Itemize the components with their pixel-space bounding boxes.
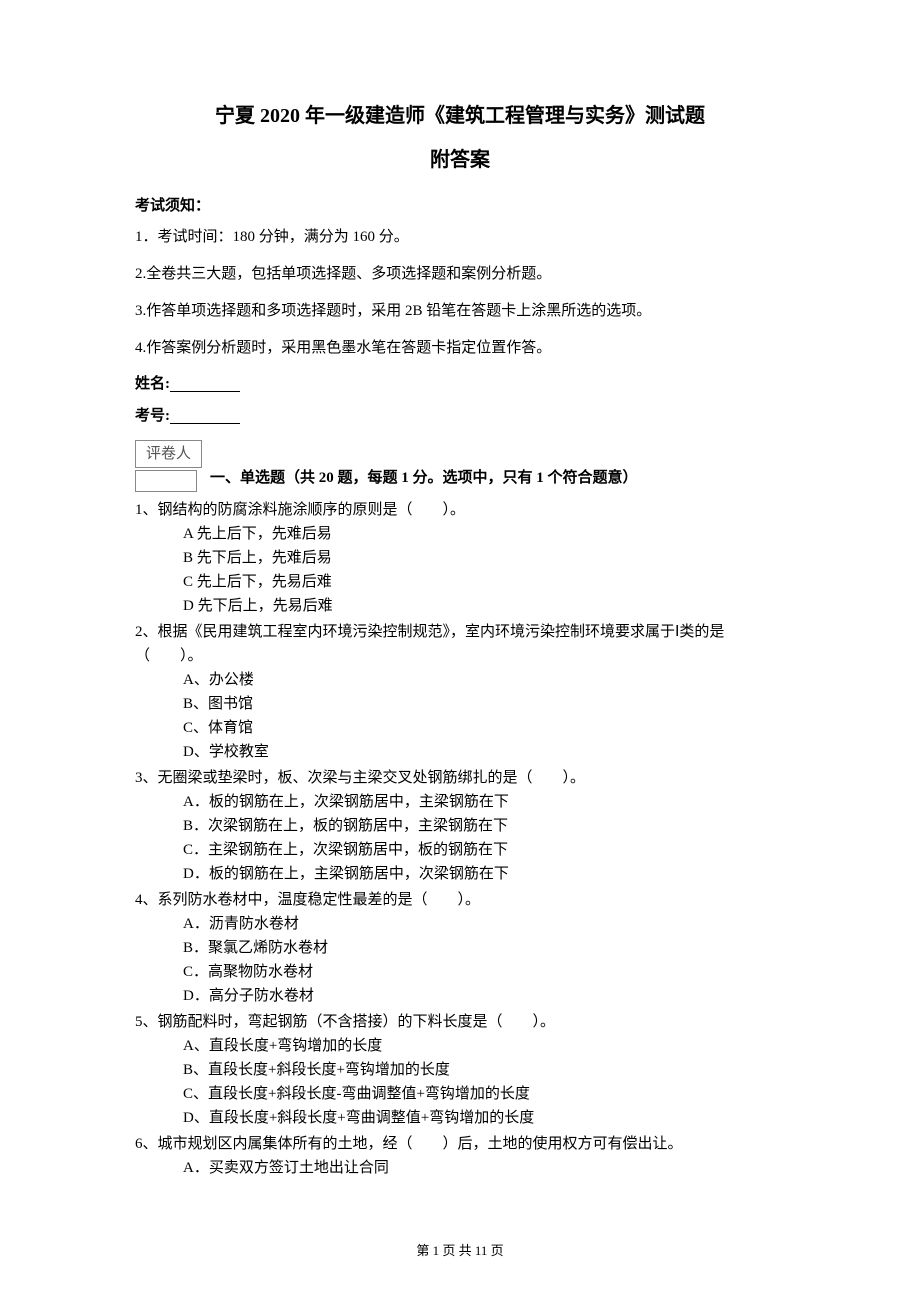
question-5: 5、钢筋配料时，弯起钢筋（不含搭接）的下料长度是（ ）。 A、直段长度+弯钩增加… xyxy=(135,1010,785,1130)
option: C．主梁钢筋在上，次梁钢筋居中，板的钢筋在下 xyxy=(183,838,785,862)
option: C、直段长度+斜段长度-弯曲调整值+弯钩增加的长度 xyxy=(183,1082,785,1106)
question-stem: 4、系列防水卷材中，温度稳定性最差的是（ ）。 xyxy=(135,888,785,912)
options: A、直段长度+弯钩增加的长度 B、直段长度+斜段长度+弯钩增加的长度 C、直段长… xyxy=(135,1034,785,1130)
options: A．板的钢筋在上，次梁钢筋居中，主梁钢筋在下 B．次梁钢筋在上，板的钢筋居中，主… xyxy=(135,790,785,886)
number-label: 考号: xyxy=(135,408,170,424)
section-row: 评卷人 一、单选题（共 20 题，每题 1 分。选项中，只有 1 个符合题意） xyxy=(135,436,785,492)
grader-label-box: 评卷人 xyxy=(135,440,202,468)
option: D．高分子防水卷材 xyxy=(183,984,785,1008)
question-stem-line1: 2、根据《民用建筑工程室内环境污染控制规范》，室内环境污染控制环境要求属于Ⅰ类的… xyxy=(135,620,785,644)
page-footer: 第 1 页 共 11 页 xyxy=(0,1241,920,1262)
option: C、体育馆 xyxy=(183,716,785,740)
title-sub: 附答案 xyxy=(135,144,785,176)
grader-block: 评卷人 xyxy=(135,436,202,492)
option: A、直段长度+弯钩增加的长度 xyxy=(183,1034,785,1058)
question-4: 4、系列防水卷材中，温度稳定性最差的是（ ）。 A．沥青防水卷材 B．聚氯乙烯防… xyxy=(135,888,785,1008)
option: B 先下后上，先难后易 xyxy=(183,546,785,570)
option: A．板的钢筋在上，次梁钢筋居中，主梁钢筋在下 xyxy=(183,790,785,814)
option: D 先下后上，先易后难 xyxy=(183,594,785,618)
options: A 先上后下，先难后易 B 先下后上，先难后易 C 先上后下，先易后难 D 先下… xyxy=(135,522,785,618)
name-blank xyxy=(170,378,240,392)
notice-item: 3.作答单项选择题和多项选择题时，采用 2B 铅笔在答题卡上涂黑所选的选项。 xyxy=(135,298,785,325)
option: D、学校教室 xyxy=(183,740,785,764)
number-line: 考号: xyxy=(135,404,785,428)
option: A．沥青防水卷材 xyxy=(183,912,785,936)
option: B．聚氯乙烯防水卷材 xyxy=(183,936,785,960)
notice-item: 2.全卷共三大题，包括单项选择题、多项选择题和案例分析题。 xyxy=(135,261,785,288)
question-stem: 1、钢结构的防腐涂料施涂顺序的原则是（ ）。 xyxy=(135,498,785,522)
question-stem: 5、钢筋配料时，弯起钢筋（不含搭接）的下料长度是（ ）。 xyxy=(135,1010,785,1034)
options: A、办公楼 B、图书馆 C、体育馆 D、学校教室 xyxy=(135,668,785,764)
option: B、图书馆 xyxy=(183,692,785,716)
question-stem: 6、城市规划区内属集体所有的土地，经（ ）后，土地的使用权方可有偿出让。 xyxy=(135,1132,785,1156)
question-1: 1、钢结构的防腐涂料施涂顺序的原则是（ ）。 A 先上后下，先难后易 B 先下后… xyxy=(135,498,785,618)
name-label: 姓名: xyxy=(135,376,170,392)
option: B、直段长度+斜段长度+弯钩增加的长度 xyxy=(183,1058,785,1082)
option: C．高聚物防水卷材 xyxy=(183,960,785,984)
option: D、直段长度+斜段长度+弯曲调整值+弯钩增加的长度 xyxy=(183,1106,785,1130)
question-stem: 3、无圈梁或垫梁时，板、次梁与主梁交叉处钢筋绑扎的是（ ）。 xyxy=(135,766,785,790)
question-stem-line2: （ ）。 xyxy=(135,644,785,668)
options: A．沥青防水卷材 B．聚氯乙烯防水卷材 C．高聚物防水卷材 D．高分子防水卷材 xyxy=(135,912,785,1008)
question-3: 3、无圈梁或垫梁时，板、次梁与主梁交叉处钢筋绑扎的是（ ）。 A．板的钢筋在上，… xyxy=(135,766,785,886)
name-line: 姓名: xyxy=(135,372,785,396)
title-main: 宁夏 2020 年一级建造师《建筑工程管理与实务》测试题 xyxy=(135,100,785,132)
section-heading: 一、单选题（共 20 题，每题 1 分。选项中，只有 1 个符合题意） xyxy=(210,466,638,492)
question-6: 6、城市规划区内属集体所有的土地，经（ ）后，土地的使用权方可有偿出让。 A．买… xyxy=(135,1132,785,1180)
option: A 先上后下，先难后易 xyxy=(183,522,785,546)
option: D．板的钢筋在上，主梁钢筋居中，次梁钢筋在下 xyxy=(183,862,785,886)
notice-heading: 考试须知： xyxy=(135,194,785,218)
option: B．次梁钢筋在上，板的钢筋居中，主梁钢筋在下 xyxy=(183,814,785,838)
options: A．买卖双方签订土地出让合同 xyxy=(135,1156,785,1180)
number-blank xyxy=(170,410,240,424)
question-2: 2、根据《民用建筑工程室内环境污染控制规范》，室内环境污染控制环境要求属于Ⅰ类的… xyxy=(135,620,785,764)
score-box xyxy=(135,470,197,492)
notice-item: 4.作答案例分析题时，采用黑色墨水笔在答题卡指定位置作答。 xyxy=(135,335,785,362)
option: A、办公楼 xyxy=(183,668,785,692)
option: A．买卖双方签订土地出让合同 xyxy=(183,1156,785,1180)
option: C 先上后下，先易后难 xyxy=(183,570,785,594)
notice-item: 1．考试时间：180 分钟，满分为 160 分。 xyxy=(135,224,785,251)
